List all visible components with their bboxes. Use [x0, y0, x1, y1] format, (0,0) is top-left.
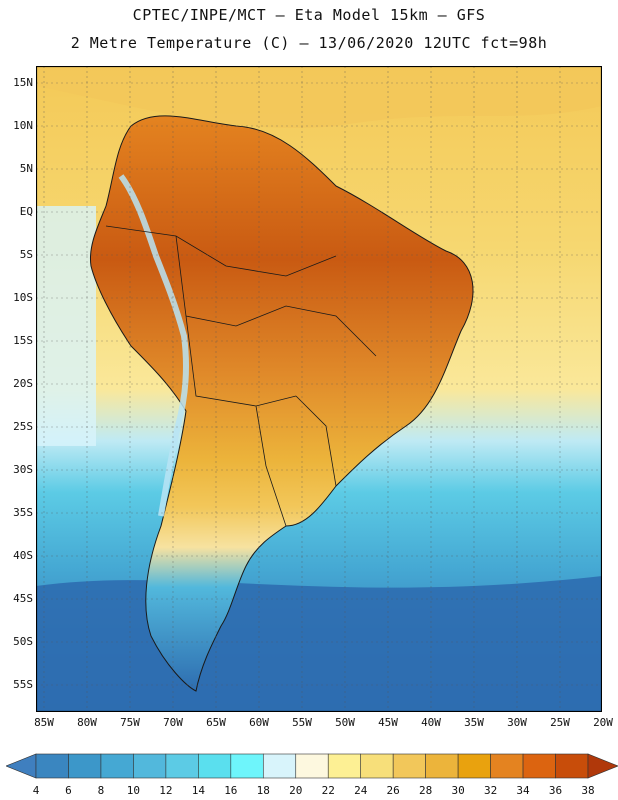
colorbar-label: 34 [516, 784, 530, 797]
colorbar-arrow-low [6, 753, 37, 779]
lat-label: 50S [13, 635, 33, 648]
lon-label: 60W [249, 716, 269, 729]
lon-label: 50W [335, 716, 355, 729]
lat-gridlines [36, 82, 602, 686]
lat-label: 25S [13, 420, 33, 433]
colorbar-swatch [425, 753, 459, 779]
colorbar-label: 6 [65, 784, 72, 797]
lat-label: 45S [13, 592, 33, 605]
colorbar-swatch [133, 753, 167, 779]
lat-label: 40S [13, 549, 33, 562]
lat-label: 20S [13, 377, 33, 390]
colorbar-label: 4 [32, 784, 40, 797]
colorbar-swatch [165, 753, 199, 779]
lat-label: 10N [13, 119, 33, 132]
lon-label: 75W [120, 716, 140, 729]
colorbar-label: 38 [581, 784, 595, 797]
colorbar-swatch [230, 753, 264, 779]
lat-label: 5S [19, 248, 33, 261]
chart-title-line1: CPTEC/INPE/MCT – Eta Model 15km – GFS [132, 6, 486, 24]
lon-label: 25W [550, 716, 570, 729]
colorbar-label: 8 [97, 784, 105, 797]
colorbar-label: 24 [354, 784, 368, 797]
lon-label: 30W [507, 716, 527, 729]
colorbar-swatch [327, 753, 362, 779]
lon-label: 70W [163, 716, 183, 729]
colorbar-label: 20 [289, 784, 303, 797]
colorbar [6, 753, 618, 779]
colorbar-swatch [68, 753, 102, 779]
lon-label: 20W [593, 716, 613, 729]
temperature-map [36, 66, 602, 712]
lat-label: 15N [13, 76, 33, 89]
colorbar-label: 16 [224, 784, 238, 797]
lon-label: 55W [292, 716, 312, 729]
colorbar-label: 18 [256, 784, 270, 797]
colorbar-swatch [392, 753, 426, 779]
lon-label: 85W [34, 716, 54, 729]
colorbar-label: 12 [159, 784, 173, 797]
lon-label: 80W [77, 716, 97, 729]
colorbar-swatch [198, 753, 232, 779]
colorbar-swatch [522, 753, 556, 779]
lat-label: 35S [13, 506, 33, 519]
colorbar-swatch [35, 753, 69, 779]
colorbar-label: 36 [548, 784, 563, 797]
colorbar-label: 14 [191, 784, 205, 797]
colorbar-swatch [555, 753, 589, 779]
colorbar-label: 10 [126, 784, 141, 797]
colorbar-label: 28 [419, 784, 433, 797]
colorbar-label: 26 [386, 784, 400, 797]
andes-highlands [118, 174, 189, 517]
lat-label: 10S [13, 291, 33, 304]
lat-label: 15S [13, 334, 33, 347]
colorbar-label: 22 [321, 784, 335, 797]
lat-label: 5N [19, 162, 33, 175]
lat-label: 30S [13, 463, 33, 476]
colorbar-arrow-high [587, 753, 618, 779]
lat-label: 55S [13, 678, 33, 691]
south-america-landmass [89, 115, 474, 692]
colorbar-swatch [360, 753, 394, 779]
chart-title-line2: 2 Metre Temperature (C) – 13/06/2020 12U… [70, 34, 548, 52]
colorbar-swatch [100, 753, 134, 779]
lon-label: 35W [464, 716, 484, 729]
colorbar-swatch [490, 753, 524, 779]
lat-label: EQ [19, 205, 33, 218]
country-borders [105, 225, 377, 527]
map-frame [36, 66, 602, 712]
lon-label: 40W [421, 716, 441, 729]
colorbar-swatch [457, 753, 491, 779]
colorbar-label: 32 [483, 784, 498, 797]
lon-label: 45W [378, 716, 398, 729]
north-atlantic-warm [36, 66, 602, 128]
colorbar-swatch [295, 753, 329, 779]
colorbar-swatch [262, 753, 297, 779]
pacific-cool-tongue [36, 206, 96, 446]
lon-label: 65W [206, 716, 226, 729]
colorbar-label: 30 [451, 784, 465, 797]
